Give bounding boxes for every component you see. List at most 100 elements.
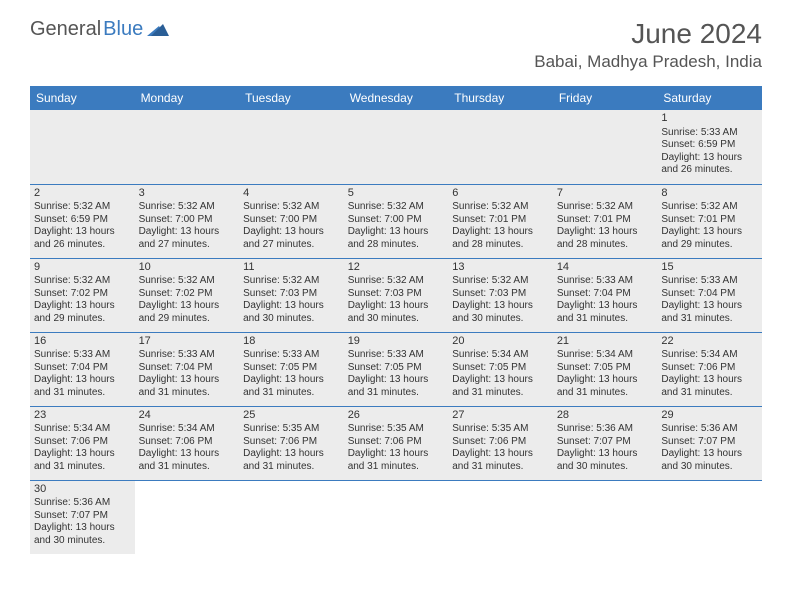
day-number: 5 — [348, 187, 445, 201]
daylight-text: Daylight: 13 hours — [34, 448, 131, 461]
day-number: 30 — [34, 483, 131, 497]
sunrise-text: Sunrise: 5:32 AM — [34, 201, 131, 214]
daylight-text: Daylight: 13 hours — [243, 448, 340, 461]
sunrise-text: Sunrise: 5:34 AM — [661, 349, 758, 362]
calendar-day-cell: 19Sunrise: 5:33 AMSunset: 7:05 PMDayligh… — [344, 332, 449, 406]
sunset-text: Sunset: 7:06 PM — [34, 436, 131, 449]
daylight-text: and 29 minutes. — [34, 313, 131, 326]
day-number: 22 — [661, 335, 758, 349]
daylight-text: Daylight: 13 hours — [34, 522, 131, 535]
daylight-text: Daylight: 13 hours — [452, 226, 549, 239]
calendar-day-cell: 6Sunrise: 5:32 AMSunset: 7:01 PMDaylight… — [448, 184, 553, 258]
sunrise-text: Sunrise: 5:32 AM — [243, 201, 340, 214]
sunset-text: Sunset: 7:03 PM — [243, 288, 340, 301]
daylight-text: and 31 minutes. — [661, 387, 758, 400]
sunset-text: Sunset: 7:02 PM — [139, 288, 236, 301]
daylight-text: Daylight: 13 hours — [348, 448, 445, 461]
daylight-text: and 31 minutes. — [243, 387, 340, 400]
daylight-text: and 31 minutes. — [661, 313, 758, 326]
brand-part1: General — [30, 18, 101, 41]
sunrise-text: Sunrise: 5:34 AM — [139, 423, 236, 436]
daylight-text: and 31 minutes. — [139, 461, 236, 474]
daylight-text: Daylight: 13 hours — [661, 374, 758, 387]
sunrise-text: Sunrise: 5:32 AM — [139, 275, 236, 288]
sunrise-text: Sunrise: 5:34 AM — [557, 349, 654, 362]
day-number: 29 — [661, 409, 758, 423]
day-header: Friday — [553, 86, 658, 110]
calendar-day-cell: 8Sunrise: 5:32 AMSunset: 7:01 PMDaylight… — [657, 184, 762, 258]
calendar-empty-cell — [448, 480, 553, 554]
day-header: Sunday — [30, 86, 135, 110]
daylight-text: Daylight: 13 hours — [243, 226, 340, 239]
sunset-text: Sunset: 7:06 PM — [661, 362, 758, 375]
calendar-day-cell: 26Sunrise: 5:35 AMSunset: 7:06 PMDayligh… — [344, 406, 449, 480]
day-number: 21 — [557, 335, 654, 349]
daylight-text: Daylight: 13 hours — [139, 300, 236, 313]
calendar-day-cell: 13Sunrise: 5:32 AMSunset: 7:03 PMDayligh… — [448, 258, 553, 332]
sunset-text: Sunset: 6:59 PM — [34, 214, 131, 227]
sunrise-text: Sunrise: 5:33 AM — [243, 349, 340, 362]
calendar-day-cell: 7Sunrise: 5:32 AMSunset: 7:01 PMDaylight… — [553, 184, 658, 258]
day-number: 14 — [557, 261, 654, 275]
calendar-week-row: 9Sunrise: 5:32 AMSunset: 7:02 PMDaylight… — [30, 258, 762, 332]
calendar-day-cell: 25Sunrise: 5:35 AMSunset: 7:06 PMDayligh… — [239, 406, 344, 480]
daylight-text: Daylight: 13 hours — [661, 300, 758, 313]
daylight-text: Daylight: 13 hours — [661, 152, 758, 165]
day-number: 4 — [243, 187, 340, 201]
sunrise-text: Sunrise: 5:32 AM — [34, 275, 131, 288]
location-subtitle: Babai, Madhya Pradesh, India — [534, 52, 762, 72]
day-number: 28 — [557, 409, 654, 423]
calendar-day-cell: 18Sunrise: 5:33 AMSunset: 7:05 PMDayligh… — [239, 332, 344, 406]
daylight-text: Daylight: 13 hours — [557, 300, 654, 313]
sunset-text: Sunset: 7:05 PM — [557, 362, 654, 375]
daylight-text: and 31 minutes. — [348, 461, 445, 474]
day-number: 2 — [34, 187, 131, 201]
calendar-empty-cell — [448, 110, 553, 184]
calendar-day-cell: 12Sunrise: 5:32 AMSunset: 7:03 PMDayligh… — [344, 258, 449, 332]
daylight-text: Daylight: 13 hours — [452, 374, 549, 387]
day-header: Saturday — [657, 86, 762, 110]
day-header: Monday — [135, 86, 240, 110]
calendar-day-cell: 28Sunrise: 5:36 AMSunset: 7:07 PMDayligh… — [553, 406, 658, 480]
sunrise-text: Sunrise: 5:33 AM — [557, 275, 654, 288]
daylight-text: and 31 minutes. — [243, 461, 340, 474]
sunset-text: Sunset: 7:06 PM — [348, 436, 445, 449]
sunrise-text: Sunrise: 5:33 AM — [34, 349, 131, 362]
sunrise-text: Sunrise: 5:36 AM — [34, 497, 131, 510]
calendar-day-cell: 30Sunrise: 5:36 AMSunset: 7:07 PMDayligh… — [30, 480, 135, 554]
day-number: 17 — [139, 335, 236, 349]
daylight-text: Daylight: 13 hours — [139, 448, 236, 461]
calendar-day-cell: 5Sunrise: 5:32 AMSunset: 7:00 PMDaylight… — [344, 184, 449, 258]
day-number: 3 — [139, 187, 236, 201]
calendar-empty-cell — [553, 480, 658, 554]
calendar-day-cell: 1Sunrise: 5:33 AMSunset: 6:59 PMDaylight… — [657, 110, 762, 184]
day-number: 16 — [34, 335, 131, 349]
daylight-text: Daylight: 13 hours — [34, 374, 131, 387]
day-number: 20 — [452, 335, 549, 349]
day-number: 19 — [348, 335, 445, 349]
calendar-day-cell: 17Sunrise: 5:33 AMSunset: 7:04 PMDayligh… — [135, 332, 240, 406]
day-number: 12 — [348, 261, 445, 275]
sunrise-text: Sunrise: 5:32 AM — [452, 275, 549, 288]
sunset-text: Sunset: 7:00 PM — [243, 214, 340, 227]
calendar-day-cell: 27Sunrise: 5:35 AMSunset: 7:06 PMDayligh… — [448, 406, 553, 480]
calendar-day-cell: 23Sunrise: 5:34 AMSunset: 7:06 PMDayligh… — [30, 406, 135, 480]
calendar-empty-cell — [344, 480, 449, 554]
calendar-day-cell: 2Sunrise: 5:32 AMSunset: 6:59 PMDaylight… — [30, 184, 135, 258]
sunrise-text: Sunrise: 5:32 AM — [661, 201, 758, 214]
sunset-text: Sunset: 7:04 PM — [661, 288, 758, 301]
calendar-empty-cell — [239, 480, 344, 554]
calendar-week-row: 23Sunrise: 5:34 AMSunset: 7:06 PMDayligh… — [30, 406, 762, 480]
daylight-text: and 31 minutes. — [34, 461, 131, 474]
sunset-text: Sunset: 7:06 PM — [452, 436, 549, 449]
daylight-text: and 31 minutes. — [452, 387, 549, 400]
sunrise-text: Sunrise: 5:36 AM — [557, 423, 654, 436]
sunset-text: Sunset: 7:03 PM — [452, 288, 549, 301]
calendar-day-cell: 22Sunrise: 5:34 AMSunset: 7:06 PMDayligh… — [657, 332, 762, 406]
calendar-table: Sunday Monday Tuesday Wednesday Thursday… — [30, 86, 762, 554]
day-number: 8 — [661, 187, 758, 201]
calendar-day-cell: 21Sunrise: 5:34 AMSunset: 7:05 PMDayligh… — [553, 332, 658, 406]
sunset-text: Sunset: 7:01 PM — [661, 214, 758, 227]
calendar-day-cell: 10Sunrise: 5:32 AMSunset: 7:02 PMDayligh… — [135, 258, 240, 332]
sunrise-text: Sunrise: 5:32 AM — [348, 201, 445, 214]
